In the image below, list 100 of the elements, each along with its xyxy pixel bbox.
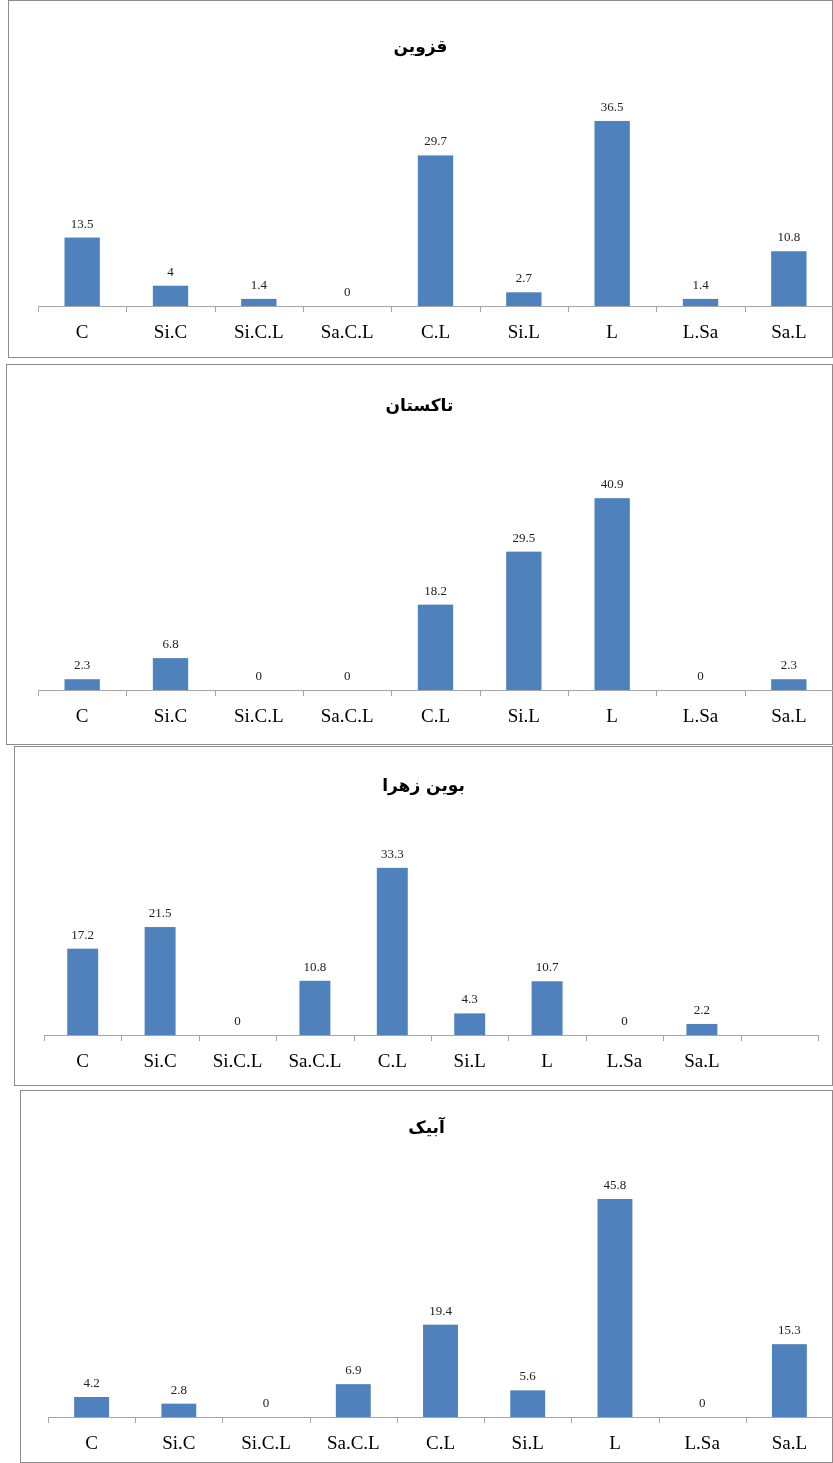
data-label: 5.6 xyxy=(519,1368,537,1384)
chart-title: بوین زهرا xyxy=(382,775,465,796)
bar xyxy=(152,658,189,690)
x-tick-label: Sa.C.L xyxy=(320,321,374,342)
bar xyxy=(771,1344,807,1417)
bar xyxy=(67,948,99,1035)
data-label: 15.3 xyxy=(778,1322,801,1338)
x-tick-label: L.Sa xyxy=(682,705,719,726)
x-tick-label: Si.C.L xyxy=(241,1432,291,1453)
bar xyxy=(682,298,719,306)
bar xyxy=(686,1023,718,1035)
bar xyxy=(335,1384,371,1417)
x-tick-label: Sa.C.L xyxy=(288,1050,342,1071)
bar xyxy=(506,292,542,306)
bar xyxy=(299,980,331,1035)
bar xyxy=(597,1198,633,1417)
bar xyxy=(64,679,100,690)
data-label: 2.3 xyxy=(74,657,91,673)
data-label: 6.8 xyxy=(162,636,179,652)
x-tick-label: Si.L xyxy=(511,1432,544,1453)
x-tick-label: C.L xyxy=(420,321,451,342)
chart-title: قزوین xyxy=(393,36,448,57)
x-tick-label: Si.C.L xyxy=(234,321,284,342)
data-label: 0 xyxy=(255,668,263,683)
bar xyxy=(144,927,176,1035)
x-tick-label: Si.C.L xyxy=(212,1050,263,1071)
x-tick-label: L xyxy=(609,1432,621,1453)
x-tick-label: Sa.L xyxy=(771,1432,808,1453)
x-tick-label: Sa.L xyxy=(771,705,807,726)
bar xyxy=(594,498,630,690)
data-label: 1.4 xyxy=(250,276,268,292)
data-label: 0 xyxy=(621,1013,628,1028)
data-label: 10.8 xyxy=(303,958,327,974)
bar xyxy=(594,120,630,306)
data-label: 6.9 xyxy=(345,1362,362,1378)
x-tick-label: L.Sa xyxy=(682,321,719,342)
x-tick-label: L.Sa xyxy=(606,1050,643,1071)
data-label: 1.4 xyxy=(692,276,710,292)
x-tick-label: C.L xyxy=(420,705,451,726)
x-tick-label: Sa.L xyxy=(684,1050,720,1071)
x-tick-label: C xyxy=(75,705,89,726)
x-tick-label: Si.C xyxy=(153,705,188,726)
x-tick-label: L.Sa xyxy=(684,1432,721,1453)
data-label: 10.8 xyxy=(777,229,801,245)
bar xyxy=(152,285,189,306)
data-label: 0 xyxy=(698,1395,706,1410)
bar xyxy=(771,251,807,306)
data-label: 0 xyxy=(343,284,351,299)
data-label: 2.2 xyxy=(693,1001,711,1017)
data-label: 0 xyxy=(697,668,704,683)
data-label: 2.8 xyxy=(170,1381,187,1397)
bar xyxy=(74,1397,110,1417)
data-label: 4 xyxy=(167,263,175,279)
bar xyxy=(417,155,454,306)
x-tick-label: Si.C xyxy=(162,1432,196,1453)
data-label: 33.3 xyxy=(380,845,404,861)
bar xyxy=(531,981,563,1035)
bar xyxy=(771,679,807,690)
chart-title: آبیک xyxy=(408,1116,446,1137)
data-label: 0 xyxy=(343,668,351,683)
data-label: 19.4 xyxy=(429,1302,453,1318)
data-label: 0 xyxy=(234,1013,241,1028)
bar xyxy=(423,1324,458,1417)
data-label: 2.7 xyxy=(515,270,533,286)
x-tick-label: Si.L xyxy=(507,321,540,342)
data-label: 13.5 xyxy=(70,215,94,231)
x-tick-label: C xyxy=(85,1432,98,1453)
data-label: 45.8 xyxy=(603,1176,627,1192)
chart-title: تاکستان xyxy=(385,395,454,415)
x-tick-label: Sa.C.L xyxy=(320,705,374,726)
x-tick-label: C.L xyxy=(377,1050,407,1071)
data-label: 18.2 xyxy=(424,582,447,598)
data-label: 29.7 xyxy=(424,133,448,149)
x-tick-label: Si.L xyxy=(507,705,540,726)
x-tick-label: L xyxy=(541,1050,553,1071)
x-tick-label: L xyxy=(606,705,618,726)
x-tick-label: L xyxy=(606,321,618,342)
x-tick-label: C xyxy=(75,321,89,342)
data-label: 4.2 xyxy=(83,1375,100,1391)
x-tick-label: C.L xyxy=(425,1432,456,1453)
data-label: 17.2 xyxy=(71,926,95,942)
data-label: 4.3 xyxy=(461,991,478,1007)
bar xyxy=(241,298,277,306)
data-label: 29.5 xyxy=(512,529,536,545)
data-label: 10.7 xyxy=(535,959,559,975)
bar xyxy=(454,1013,486,1035)
data-label: 0 xyxy=(262,1395,270,1410)
bar xyxy=(161,1403,197,1417)
data-label: 2.3 xyxy=(780,657,797,673)
x-tick-label: Si.C xyxy=(153,321,188,342)
x-tick-label: Si.L xyxy=(453,1050,486,1071)
x-tick-label: Sa.C.L xyxy=(326,1432,380,1453)
data-label: 36.5 xyxy=(600,98,624,114)
bar xyxy=(506,551,542,690)
x-tick-label: Si.C.L xyxy=(234,705,284,726)
data-label: 21.5 xyxy=(148,905,172,921)
bar xyxy=(510,1390,546,1417)
x-tick-label: Sa.L xyxy=(771,321,807,342)
x-tick-label: C xyxy=(76,1050,90,1071)
x-tick-label: Si.C xyxy=(143,1050,177,1071)
